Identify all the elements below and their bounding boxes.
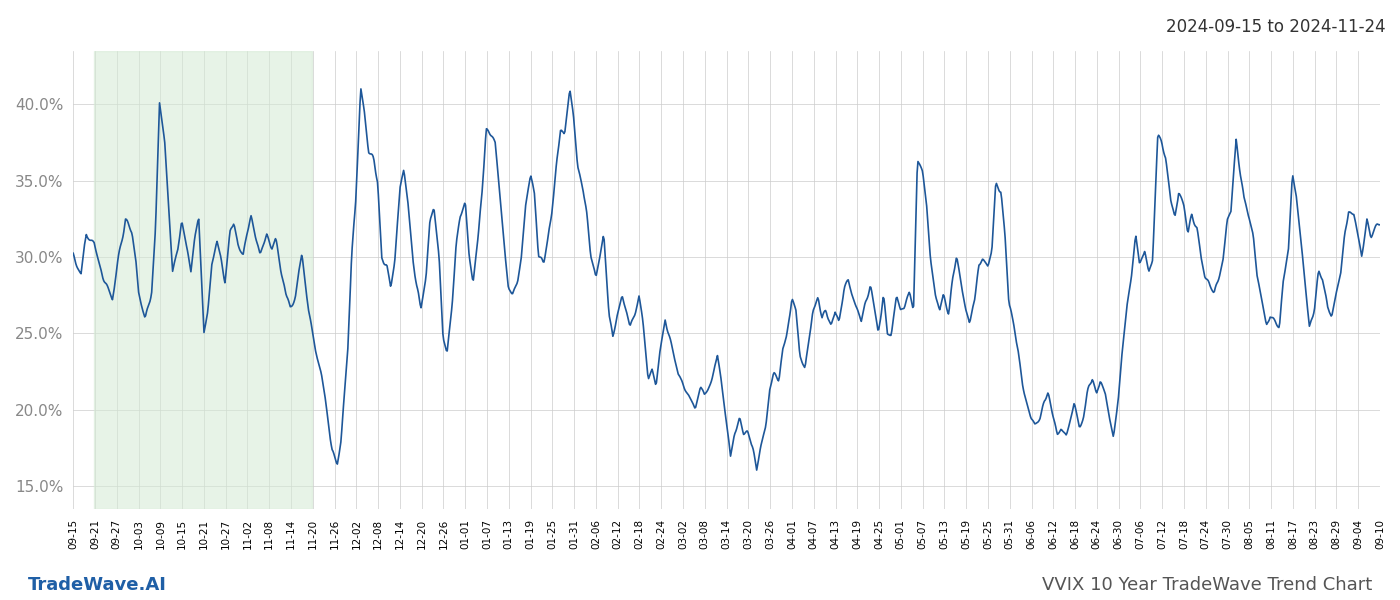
Text: TradeWave.AI: TradeWave.AI [28, 576, 167, 594]
Text: 2024-09-15 to 2024-11-24: 2024-09-15 to 2024-11-24 [1166, 18, 1386, 36]
Text: VVIX 10 Year TradeWave Trend Chart: VVIX 10 Year TradeWave Trend Chart [1042, 576, 1372, 594]
Bar [94, 51, 312, 509]
